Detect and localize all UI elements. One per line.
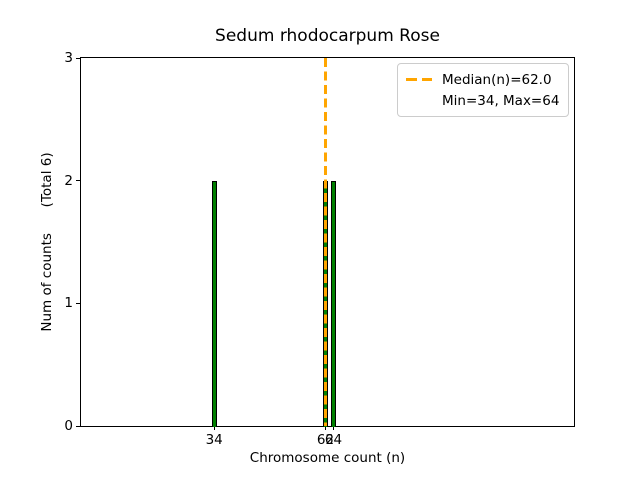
y-tick-label: 1 xyxy=(64,295,73,312)
plot-area: 0 1 2 3 34 62 64 xyxy=(64,50,575,448)
chart-title: Sedum rhodocarpum Rose xyxy=(215,26,440,46)
x-tick-mark xyxy=(332,426,334,430)
y-tick-mark xyxy=(76,425,80,427)
y-tick-label: 3 xyxy=(64,50,73,66)
median-dashed-line-icon xyxy=(406,78,432,81)
x-axis-label: Chromosome count (n) xyxy=(249,450,406,466)
y-axis-label: Num of counts (Total 6) xyxy=(39,152,55,332)
x-tick-label: 34 xyxy=(205,432,223,448)
x-tick-label: 62 xyxy=(316,432,335,448)
bar xyxy=(211,180,217,427)
y-tick-mark xyxy=(76,180,80,182)
x-tick-mark xyxy=(325,426,326,430)
y-tick-mark xyxy=(76,57,80,59)
legend-entry-minmax: Min=34, Max=64 xyxy=(406,90,559,111)
x-tick-mark xyxy=(213,426,215,430)
legend-label-minmax: Min=34, Max=64 xyxy=(442,92,560,109)
legend-sample-empty xyxy=(406,99,432,102)
y-tick-mark xyxy=(76,302,80,304)
y-tick-label: 2 xyxy=(64,172,73,189)
legend-label-median: Median(n)=62.0 xyxy=(442,71,552,88)
y-tick-label: 0 xyxy=(64,418,73,434)
median-line xyxy=(324,58,327,426)
legend: Median(n)=62.0 Min=34, Max=64 xyxy=(397,63,570,117)
x-tick-label: 64 xyxy=(324,432,343,448)
bar xyxy=(330,180,337,427)
legend-entry-median: Median(n)=62.0 xyxy=(406,69,559,90)
